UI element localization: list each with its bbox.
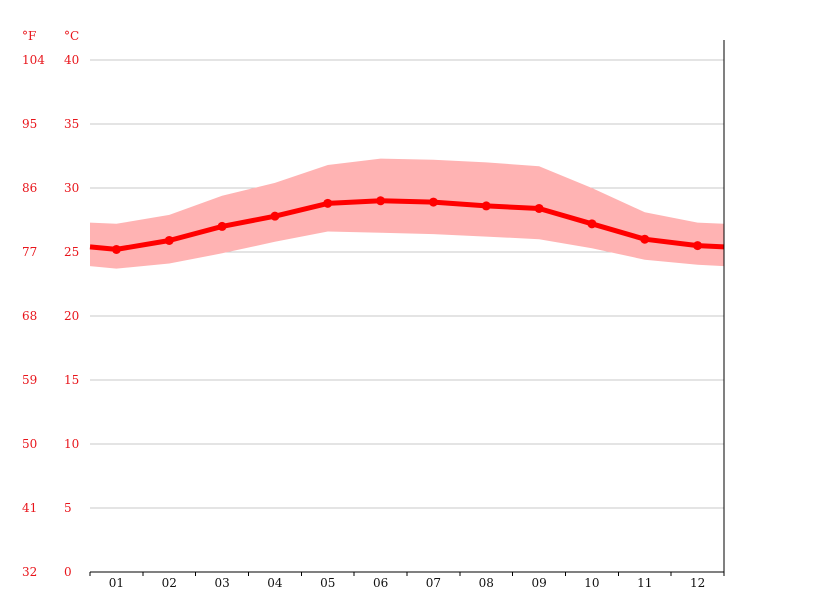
average-point-08 xyxy=(481,201,491,211)
x-tick-label-08: 08 xyxy=(479,576,494,590)
y-tick-label-c: 0 xyxy=(64,565,72,579)
x-tick-label-12: 12 xyxy=(690,576,705,590)
y-tick-label-c: 5 xyxy=(64,501,72,515)
x-tick-label-03: 03 xyxy=(214,576,229,590)
temperature-range-band xyxy=(90,158,724,269)
average-point-04 xyxy=(270,211,280,221)
average-line-path xyxy=(89,198,725,252)
y-tick-label-f: 77 xyxy=(22,245,37,259)
y-tick-label-f: 68 xyxy=(22,309,37,323)
range-band-area xyxy=(90,158,724,269)
average-point-06 xyxy=(376,196,386,206)
y-tick-label-f: 95 xyxy=(22,117,37,131)
y-tick-label-f: 32 xyxy=(22,565,37,579)
tick-labels: 32 0 41 5 50 10 59 15 68 20 77 25 86 30 95 35 104 40 01 02 0… xyxy=(22,53,705,590)
x-tick-label-06: 06 xyxy=(373,576,388,590)
x-tick-label-11: 11 xyxy=(637,576,652,590)
y-tick-label-c: 15 xyxy=(64,373,79,387)
gridlines xyxy=(90,59,724,509)
y-tick-label-c: 10 xyxy=(64,437,79,451)
y-tick-label-f: 104 xyxy=(22,53,45,67)
y-tick-label-f: 50 xyxy=(22,437,37,451)
y-tick-label-c: 20 xyxy=(64,309,79,323)
x-tick-label-02: 02 xyxy=(162,576,177,590)
y-tick-label-f: 86 xyxy=(22,181,37,195)
average-point-02 xyxy=(164,235,174,245)
y-tick-label-f: 59 xyxy=(22,373,37,387)
average-point-05 xyxy=(323,198,333,208)
average-point-03 xyxy=(217,221,227,231)
y-tick-label-c: 25 xyxy=(64,245,79,259)
average-temperature-line xyxy=(89,196,725,254)
x-tick-label-09: 09 xyxy=(531,576,546,590)
fahrenheit-unit-label: °F xyxy=(22,29,36,43)
y-tick-label-c: 40 xyxy=(64,53,79,67)
x-tick-label-05: 05 xyxy=(320,576,335,590)
average-point-07 xyxy=(428,197,438,207)
average-point-10 xyxy=(587,219,597,229)
axes xyxy=(89,40,725,576)
y-tick-label-f: 41 xyxy=(22,501,37,515)
average-point-01 xyxy=(111,244,121,254)
x-tick-label-04: 04 xyxy=(267,576,283,590)
x-tick-label-10: 10 xyxy=(584,576,599,590)
celsius-unit-label: °C xyxy=(64,29,79,43)
average-point-11 xyxy=(640,234,650,244)
y-tick-label-c: 35 xyxy=(64,117,79,131)
y-tick-label-c: 30 xyxy=(64,181,79,195)
average-point-12 xyxy=(693,241,703,251)
x-tick-label-07: 07 xyxy=(426,576,441,590)
x-tick-label-01: 01 xyxy=(109,576,124,590)
average-point-09 xyxy=(534,203,544,213)
